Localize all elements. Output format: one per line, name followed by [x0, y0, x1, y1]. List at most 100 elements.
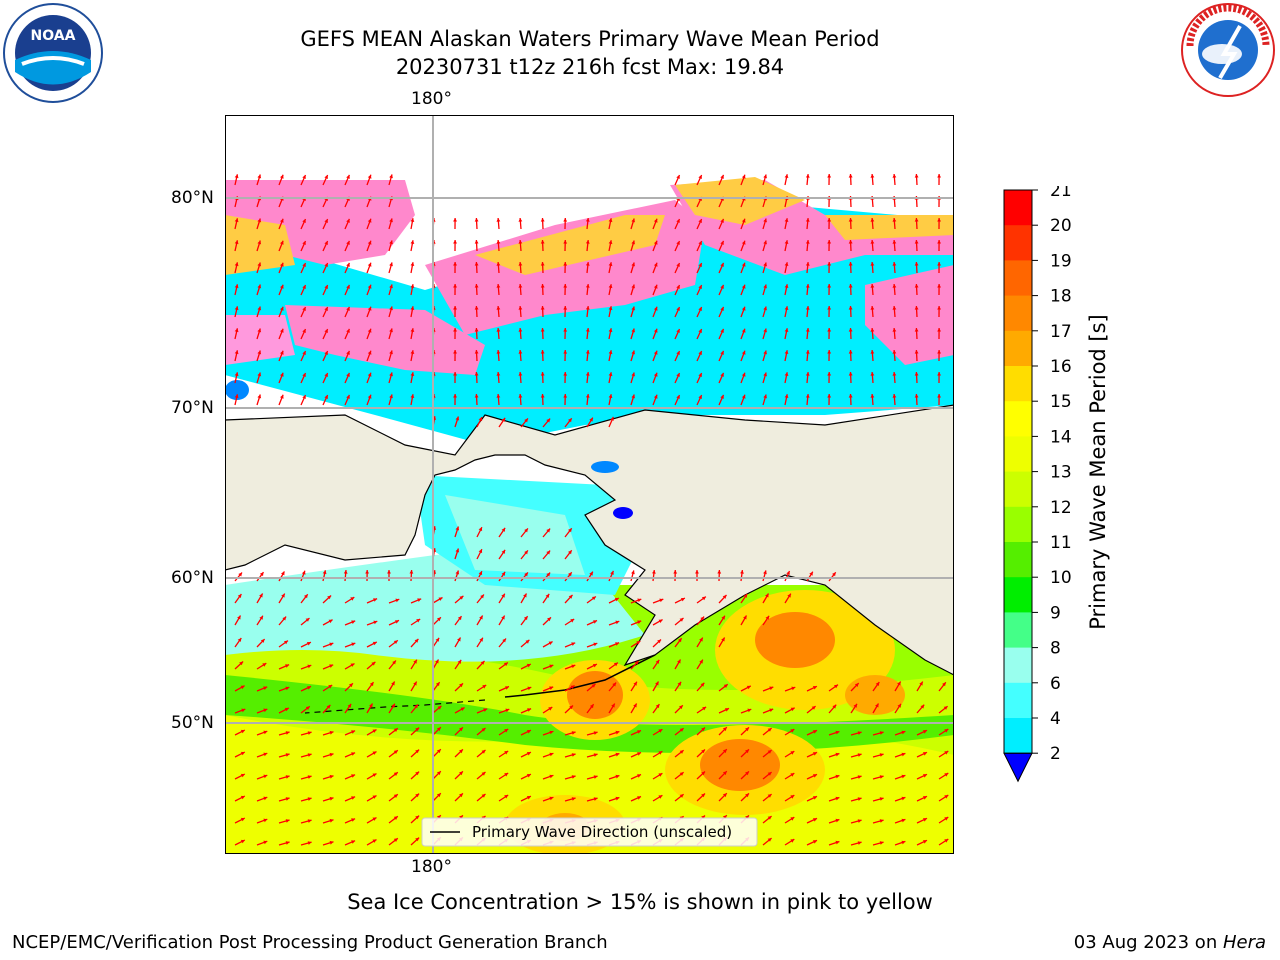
wave-arrow-head: [698, 329, 702, 333]
wave-arrow-head: [676, 307, 680, 311]
wave-arrow-head: [914, 262, 919, 266]
wave-arrow-head: [677, 681, 682, 686]
wave-arrow-head: [937, 306, 941, 310]
wave-arrow-head: [937, 218, 941, 222]
wave-arrow-head: [944, 729, 949, 733]
svg-text:NOAA: NOAA: [31, 28, 76, 44]
wave-arrow-head: [741, 306, 746, 311]
wave-arrow-head: [673, 570, 678, 574]
wave-arrow-head: [834, 684, 838, 689]
wave-arrow-head: [234, 218, 239, 223]
wave-arrow-head: [262, 663, 267, 667]
wave-arrow-head: [784, 262, 789, 266]
wave-arrow-head: [698, 175, 702, 179]
wave-arrow-head: [524, 418, 528, 423]
wave-arrow-head: [568, 594, 573, 599]
wave-arrow-head: [631, 284, 635, 289]
wave-arrow-head: [282, 616, 287, 621]
wave-arrow-head: [371, 661, 376, 666]
wave-arrow-head: [676, 285, 680, 289]
wave-arrow-head: [349, 683, 353, 688]
wave-arrow-head: [263, 730, 268, 735]
wave-arrow-head: [459, 683, 463, 688]
wave-arrow-head: [741, 240, 746, 245]
wave-arrow-head: [937, 240, 941, 244]
wave-arrow-head: [658, 619, 663, 623]
wave-arrow-head: [923, 730, 927, 734]
wave-arrow-head: [698, 219, 702, 223]
wave-arrow-head: [453, 284, 457, 288]
wave-arrow-head: [698, 351, 702, 355]
wave-arrow-head: [284, 640, 288, 645]
wave-arrow-head: [324, 263, 328, 267]
wave-arrow-head: [263, 774, 268, 779]
wave-arrow-head: [540, 328, 545, 332]
wave-arrow-head: [329, 774, 334, 779]
colorbar-tick-label: 2: [1050, 744, 1061, 764]
wave-arrow-head: [240, 795, 245, 800]
wave-arrow-head: [892, 174, 897, 178]
wave-arrow-head: [395, 598, 400, 603]
wave-arrow-head: [387, 570, 391, 574]
wave-arrow-head: [459, 749, 463, 754]
wave-arrow-head: [453, 350, 457, 354]
wave-arrow-head: [389, 394, 393, 399]
wave-arrow-head: [593, 642, 598, 647]
wave-arrow-head: [920, 704, 925, 709]
wave-arrow-head: [937, 372, 941, 376]
wave-arrow-head: [937, 174, 941, 178]
wave-arrow-head: [790, 707, 795, 712]
wave-arrow-head: [302, 373, 306, 377]
colorbar-tick-label: 8: [1050, 639, 1061, 659]
wave-arrow-head: [459, 771, 463, 776]
wave-arrow-head: [257, 262, 262, 267]
wave-arrow-head: [518, 262, 523, 266]
wave-arrow-head: [518, 218, 523, 222]
wave-arrow-head: [372, 795, 377, 799]
wave-arrow-head: [655, 681, 659, 686]
wave-arrow-head: [280, 372, 284, 377]
wave-arrow-head: [351, 620, 356, 624]
wave-arrow-head: [790, 839, 795, 843]
wave-arrow-head: [763, 394, 767, 399]
wave-arrow-head: [937, 350, 941, 354]
wave-arrow-head: [410, 218, 415, 222]
legend-label: Primary Wave Direction (unscaled): [472, 823, 732, 841]
wave-arrow-head: [540, 240, 545, 244]
wave-arrow-head: [437, 705, 442, 710]
wave-arrow-head: [453, 218, 457, 222]
wave-arrow-head: [307, 819, 312, 823]
wave-arrow-head: [813, 840, 817, 844]
wave-arrow-head: [393, 794, 398, 798]
wave-arrow-head: [827, 262, 832, 266]
wave-arrow-head: [546, 418, 551, 423]
wave-arrow-head: [324, 219, 328, 223]
wave-arrow-head: [784, 284, 789, 288]
wave-arrow-head: [827, 240, 832, 244]
wave-arrow-head: [585, 306, 590, 310]
wave-arrow-head: [827, 284, 832, 288]
wave-arrow-head: [459, 595, 464, 600]
wave-arrow-head: [483, 708, 488, 712]
wave-arrow-head: [741, 218, 746, 223]
wave-arrow-head: [699, 659, 703, 664]
wave-arrow-head: [280, 262, 284, 267]
wave-arrow-head: [329, 752, 334, 757]
wave-arrow-head: [892, 306, 897, 310]
wave-arrow-head: [457, 659, 462, 664]
wave-arrow-head: [389, 240, 393, 245]
wave-arrow-head: [350, 597, 355, 601]
wave-arrow-head: [701, 771, 705, 776]
lat-label-50: 50°N: [171, 713, 214, 733]
wave-arrow-head: [346, 328, 350, 333]
wave-arrow-head: [307, 841, 312, 845]
wave-arrow-head: [919, 681, 923, 686]
wave-arrow-head: [328, 685, 333, 689]
wave-arrow-head: [546, 528, 551, 533]
wave-arrow-head: [942, 682, 946, 687]
colorbar-tick-label: 6: [1050, 674, 1061, 694]
wave-arrow-head: [870, 306, 875, 310]
wave-arrow-head: [563, 350, 568, 354]
wave-arrow-head: [569, 705, 573, 710]
wave-arrow-head: [389, 328, 393, 333]
